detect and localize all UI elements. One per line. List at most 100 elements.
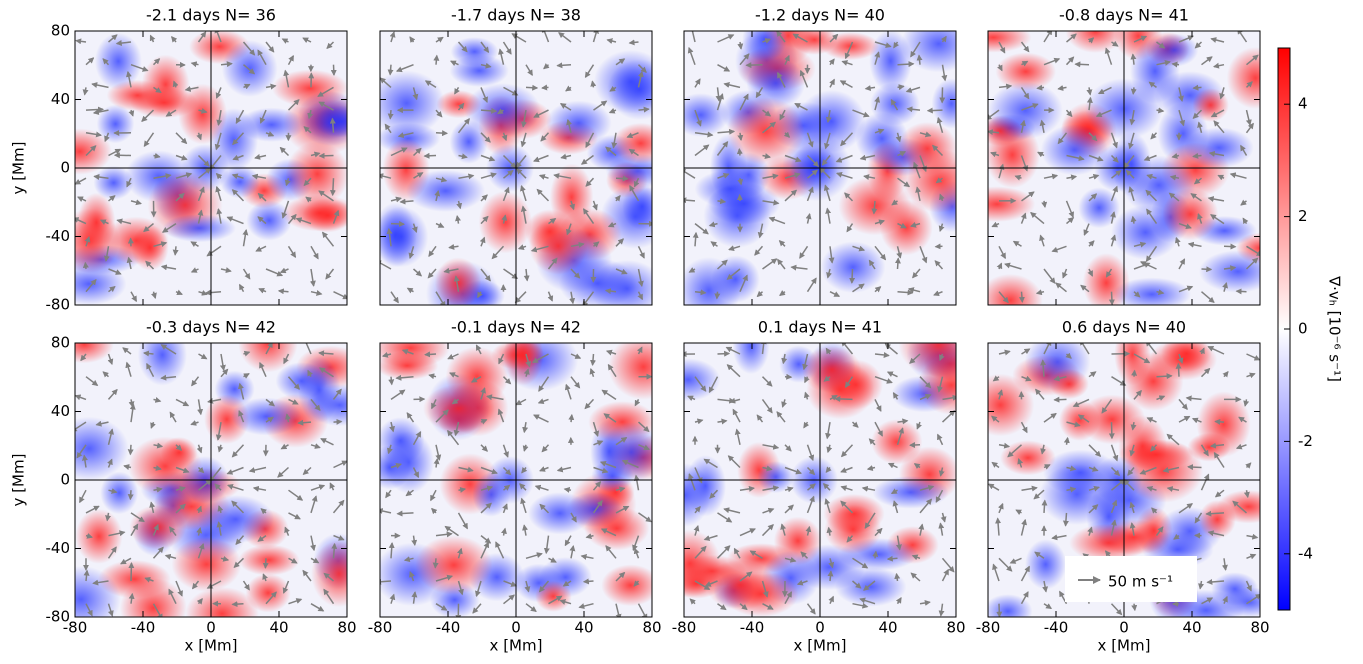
field-blob	[1025, 539, 1066, 589]
flow-arrow	[1044, 501, 1045, 513]
flow-arrow	[1188, 467, 1201, 468]
x-tick-label: -80	[976, 619, 1001, 637]
field	[48, 28, 369, 305]
flow-arrow	[830, 571, 831, 581]
flow-arrow	[425, 354, 436, 355]
flow-arrow	[571, 415, 572, 422]
field-blob	[711, 255, 759, 302]
field-blob	[594, 50, 668, 114]
field-blob	[897, 122, 957, 175]
y-tick-label: -80	[46, 296, 71, 314]
field-blob	[656, 358, 720, 401]
flow-arrow	[852, 269, 853, 283]
field-blob	[1197, 391, 1251, 457]
field-blob	[1130, 39, 1180, 104]
field-blob	[75, 509, 122, 564]
y-tick-label: 40	[51, 402, 70, 420]
x-tick-label: 0	[206, 619, 216, 637]
flow-arrow	[279, 291, 289, 292]
field-blob	[1000, 440, 1056, 475]
field-blob	[1184, 127, 1253, 168]
colorbar-tick-label: 2	[1298, 207, 1308, 225]
panel-title: -1.7 days N= 38	[451, 6, 581, 25]
x-tick-label: 40	[878, 619, 897, 637]
x-tick-label: 0	[1119, 619, 1129, 637]
field-blob	[824, 505, 881, 554]
y-tick-label: -40	[46, 539, 71, 557]
x-tick-label: 80	[1250, 619, 1269, 637]
colorbar-tick-label: -2	[1298, 432, 1313, 450]
colorbar-tick-label: 0	[1298, 320, 1308, 338]
field-blob	[130, 87, 198, 118]
flow-arrow	[320, 156, 334, 157]
x-tick-label: -40	[1044, 619, 1069, 637]
flow-arrow	[739, 149, 740, 155]
field-blob	[608, 334, 678, 400]
field-blob	[1059, 400, 1100, 441]
field-blob	[535, 581, 572, 612]
flow-arrow	[1022, 292, 1023, 302]
flow-arrow	[557, 65, 571, 66]
field-blob	[415, 535, 492, 594]
flow-arrow	[898, 258, 899, 269]
flow-arrow	[717, 292, 718, 299]
x-tick-label: 40	[1182, 619, 1201, 637]
y-tick-label: 40	[51, 90, 70, 108]
panel-title: -1.2 days N= 40	[755, 6, 885, 25]
field-blob	[1192, 88, 1229, 122]
field	[656, 314, 986, 617]
field-blob	[372, 328, 450, 369]
flow-arrow	[391, 224, 404, 225]
flow-arrow	[740, 133, 741, 140]
flow-arrow	[1044, 201, 1045, 207]
flow-arrow	[593, 354, 594, 365]
panel-title: -0.3 days N= 42	[146, 318, 276, 337]
x-tick-label: 0	[815, 619, 825, 637]
field-blob	[311, 540, 367, 607]
field-blob	[600, 422, 662, 482]
field-blob	[835, 567, 907, 606]
flow-arrow	[928, 110, 943, 111]
flow-arrow	[919, 55, 920, 64]
flow-arrow	[639, 109, 649, 110]
flow-arrow	[144, 353, 154, 354]
flow-arrow	[424, 156, 436, 157]
field-blob	[529, 217, 588, 274]
flow-arrow	[542, 87, 548, 88]
flow-arrow	[835, 399, 852, 400]
field-blob	[298, 356, 340, 423]
x-tick-label: -40	[436, 619, 461, 637]
flow-arrow	[897, 574, 898, 581]
field-blob	[1083, 253, 1130, 313]
flow-arrow	[1075, 64, 1089, 65]
field-blob	[1161, 335, 1212, 372]
field-blob	[870, 82, 920, 125]
y-tick-label: -40	[46, 227, 71, 245]
field-blob	[723, 571, 799, 617]
flow-arrow	[1172, 64, 1179, 65]
y-tick-label: 80	[51, 22, 70, 40]
flow-arrow	[232, 604, 243, 605]
y-axis-label: y [Mm]	[10, 142, 28, 195]
field-blob	[612, 123, 669, 164]
x-axis-label: x [Mm]	[794, 637, 847, 655]
flow-arrow	[1157, 110, 1164, 111]
panel-title: 0.1 days N= 41	[758, 318, 882, 337]
panel-title: -0.8 days N= 41	[1059, 6, 1189, 25]
field	[673, 6, 978, 323]
flow-arrow	[397, 513, 413, 514]
y-tick-label: 0	[60, 471, 70, 489]
flow-arrow	[436, 56, 437, 65]
flow-arrow	[1193, 87, 1201, 88]
field-blob	[95, 33, 142, 90]
field-blob	[450, 55, 509, 87]
flow-arrow	[1037, 87, 1044, 88]
x-tick-label: 40	[574, 619, 593, 637]
panel: -1.2 days N= 40	[673, 6, 978, 324]
field-blob	[880, 200, 933, 256]
colorbar-tick-label: 4	[1298, 95, 1308, 113]
flow-arrow	[718, 201, 726, 202]
flow-arrow	[584, 581, 594, 582]
